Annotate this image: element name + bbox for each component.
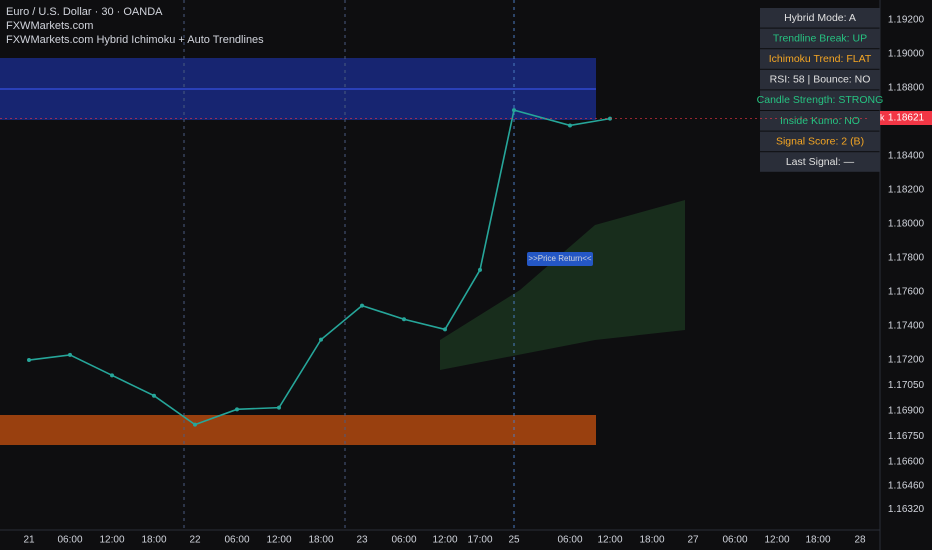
x-tick-label: 12:00 <box>99 535 124 546</box>
x-tick-label: 28 <box>854 535 866 546</box>
y-tick-label: 1.17800 <box>888 253 925 264</box>
price-point <box>27 358 31 363</box>
x-tick-label: 06:00 <box>57 535 82 546</box>
table-cell <box>760 49 880 69</box>
table-text: Candle Strength: STRONG <box>757 94 884 106</box>
y-tick-label: 1.16750 <box>888 431 925 442</box>
x-tick-label: 06:00 <box>391 535 416 546</box>
y-tick-label: 1.19000 <box>888 49 925 60</box>
x-tick-label: 18:00 <box>639 535 664 546</box>
x-tick-label: 12:00 <box>432 535 457 546</box>
y-tick-label: 1.16900 <box>888 406 925 417</box>
x-tick-label: 17:00 <box>467 535 492 546</box>
table-cell <box>760 111 880 131</box>
price-point <box>110 373 114 378</box>
y-tick-label: 1.17050 <box>888 380 925 391</box>
x-tick-label: 18:00 <box>141 535 166 546</box>
last-price: 1.18621 <box>888 113 925 124</box>
table-cell <box>760 131 880 152</box>
annotation: >>Price Return<< <box>528 254 591 263</box>
kumo-cloud <box>440 200 685 370</box>
price-point <box>319 337 323 342</box>
price-point <box>277 405 281 410</box>
price-point <box>193 422 197 427</box>
x-tick-label: 27 <box>687 535 699 546</box>
x-tick-label: 22 <box>189 535 201 546</box>
x-tick-label: 21 <box>23 535 35 546</box>
table-text: Inside Kumo: NO <box>780 115 860 127</box>
x-tick-label: 18:00 <box>805 535 830 546</box>
price-point <box>443 327 447 332</box>
x-tick-label: 06:00 <box>722 535 747 546</box>
y-tick-label: 1.18000 <box>888 219 925 230</box>
x-tick-label: 18:00 <box>308 535 333 546</box>
table-cell <box>760 28 880 49</box>
y-tick-label: 1.16320 <box>888 504 925 515</box>
price-point <box>360 303 364 308</box>
price-box <box>886 111 932 125</box>
indicator-name: FXWMarkets.com Hybrid Ichimoku + Auto Tr… <box>6 34 264 46</box>
table-text: Signal Score: 2 (B) <box>776 135 864 147</box>
price-point <box>68 352 72 357</box>
table-cell <box>760 8 880 28</box>
price-point <box>152 393 156 398</box>
table-cell <box>760 152 880 172</box>
y-tick-label: 1.18800 <box>888 83 925 94</box>
y-tick-label: 1.18400 <box>888 151 925 162</box>
table-text: Last Signal: — <box>786 156 855 168</box>
annotation-box <box>527 252 593 266</box>
chart-title: Euro / U.S. Dollar · 30 · OANDA <box>6 6 163 18</box>
y-tick-label: 1.16460 <box>888 480 925 491</box>
price-point <box>512 108 516 113</box>
price-point <box>235 407 239 412</box>
price-point <box>402 317 406 322</box>
y-tick-label: 1.17600 <box>888 287 925 298</box>
y-tick-label: 1.17400 <box>888 321 925 332</box>
table-text: Ichimoku Trend: FLAT <box>769 53 872 65</box>
x-tick-label: 06:00 <box>557 535 582 546</box>
y-tick-label: 1.18200 <box>888 185 925 196</box>
y-tick-label: 1.17200 <box>888 355 925 366</box>
table-text: Hybrid Mode: A <box>784 12 856 24</box>
table-cell <box>760 69 880 90</box>
x-tick-label: 12:00 <box>764 535 789 546</box>
x-tick-label: 06:00 <box>224 535 249 546</box>
subtitle: FXWMarkets.com <box>6 20 93 32</box>
x-tick-label: 12:00 <box>266 535 291 546</box>
x-tick-label: 12:00 <box>597 535 622 546</box>
y-tick-label: 1.16600 <box>888 457 925 468</box>
y-tick-label: 1.19200 <box>888 15 925 26</box>
x-tick-label: 25 <box>508 535 520 546</box>
x-tick-label: 23 <box>356 535 368 546</box>
table-text: RSI: 58 | Bounce: NO <box>770 74 871 86</box>
price-point <box>478 267 482 272</box>
price-point <box>568 123 572 128</box>
demand-zone <box>0 415 596 445</box>
table-text: Trendline Break: UP <box>773 32 867 44</box>
status-table: Hybrid Mode: A Trendline Break: UP Ichimok… <box>757 8 884 172</box>
table-cell <box>760 90 880 110</box>
